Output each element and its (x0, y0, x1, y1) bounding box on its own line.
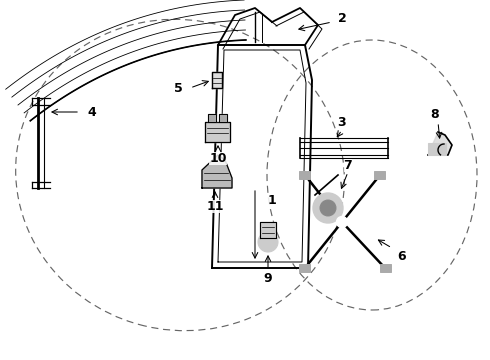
Text: 2: 2 (338, 12, 346, 24)
Text: 5: 5 (173, 81, 182, 94)
Text: 8: 8 (431, 108, 440, 121)
Bar (374, 171, 386, 179)
Polygon shape (219, 114, 227, 122)
Circle shape (258, 232, 278, 252)
Text: 1: 1 (268, 194, 276, 207)
Polygon shape (428, 132, 452, 155)
Circle shape (320, 200, 336, 216)
Polygon shape (260, 222, 276, 238)
Text: 9: 9 (264, 271, 272, 284)
Text: 10: 10 (209, 152, 227, 165)
Polygon shape (212, 72, 222, 88)
Text: 11: 11 (206, 199, 224, 212)
Text: 6: 6 (398, 249, 406, 262)
Text: 3: 3 (338, 116, 346, 129)
Circle shape (313, 193, 343, 223)
Bar (379, 264, 391, 272)
Bar (299, 171, 311, 179)
Polygon shape (205, 122, 230, 142)
Bar (428, 143, 446, 155)
Polygon shape (208, 114, 216, 122)
Circle shape (337, 216, 347, 228)
Text: 4: 4 (88, 105, 97, 118)
Text: 7: 7 (343, 158, 352, 171)
Bar (299, 264, 311, 272)
Polygon shape (202, 155, 232, 188)
